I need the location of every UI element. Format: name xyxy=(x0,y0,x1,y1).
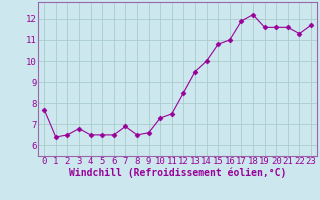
X-axis label: Windchill (Refroidissement éolien,°C): Windchill (Refroidissement éolien,°C) xyxy=(69,168,286,178)
